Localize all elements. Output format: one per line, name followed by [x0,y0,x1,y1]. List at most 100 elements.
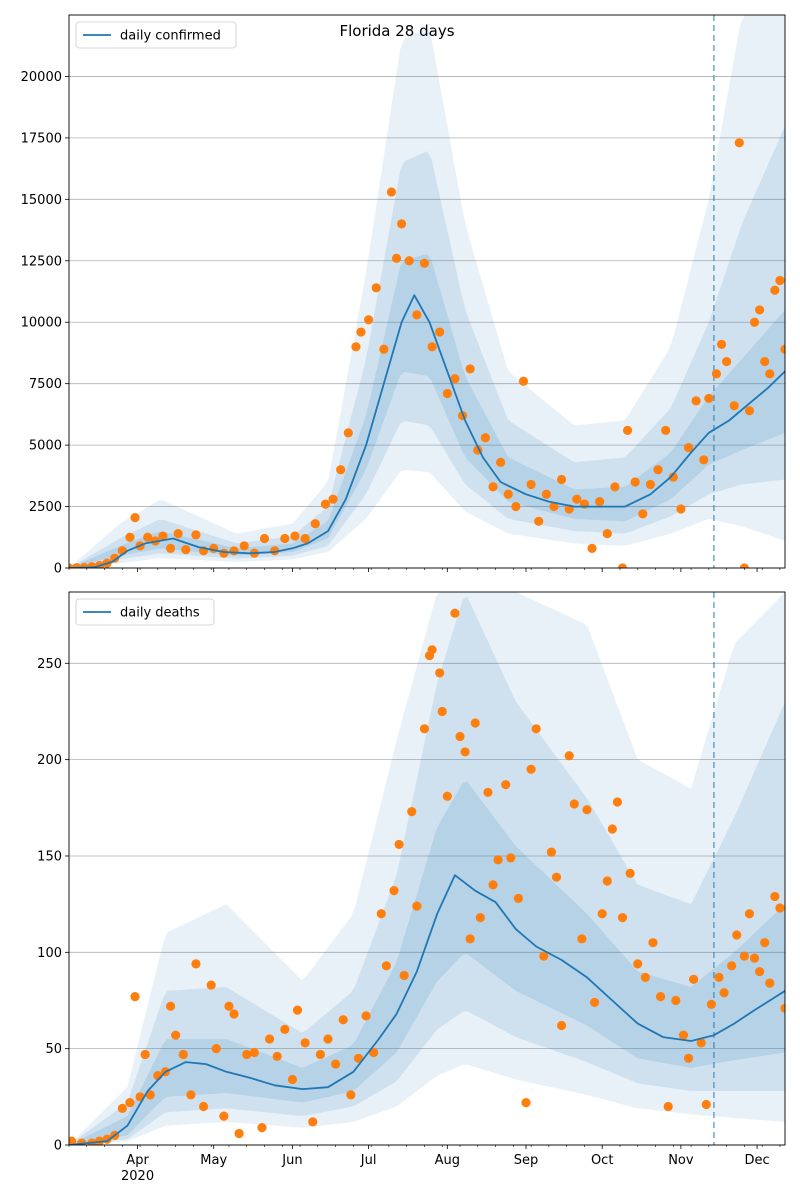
y-tick-label: 250 [37,657,62,672]
data-point [72,563,82,568]
data-point [518,376,529,386]
data-point [755,966,765,977]
data-point [470,718,480,728]
data-point [234,1128,244,1139]
data-point [364,315,374,325]
data-point [211,1044,221,1054]
median-line [69,294,785,568]
data-point [719,988,729,998]
data-point [140,1049,150,1060]
data-point [369,1047,379,1058]
data-point [110,553,120,563]
data-point [361,1011,371,1021]
data-point [264,1034,275,1044]
data-point [587,543,597,553]
data-point [186,1090,196,1100]
data-point [280,533,290,544]
data-point [280,1024,290,1034]
plot-area [69,15,785,568]
data-point [640,972,650,982]
data-point [612,797,623,807]
data-point [617,913,628,923]
legend-box [75,21,237,49]
data-point [257,1123,267,1133]
y-tick-label: 12500 [21,254,62,269]
data-point [645,479,656,490]
data-point [513,893,524,903]
data-point [617,563,628,568]
data-point [556,1020,567,1031]
data-point [749,317,760,327]
data-point [229,546,239,556]
data-point [480,433,490,443]
data-point [691,396,701,406]
data-point [625,868,635,878]
data-point [455,731,465,742]
data-point [775,275,785,286]
data-point [191,959,201,969]
data-point [290,531,300,541]
data-point [569,799,579,809]
data-point [219,1111,229,1121]
x-tick-label: Nov [668,1153,694,1168]
data-point [315,1049,325,1060]
data-point [501,780,511,790]
x-tick-label: Oct [591,1153,613,1168]
data-point [475,913,485,923]
data-point [648,938,658,948]
data-point [732,930,742,940]
data-point [229,1009,239,1019]
data-point [320,499,331,509]
data-point [379,344,389,354]
data-point [729,401,739,411]
data-point [671,995,681,1006]
data-point [696,1038,706,1048]
data-point [683,1053,694,1063]
data-point [739,563,749,568]
data-point [272,1051,282,1061]
data-point [173,528,183,539]
data-point [117,1103,127,1113]
data-point [391,253,402,263]
data-point [676,504,686,514]
data-point [435,668,445,678]
data-point [181,544,191,555]
data-point [165,543,176,553]
data-point [722,356,732,367]
data-point [683,442,694,453]
data-point [386,187,397,197]
data-point [780,1003,785,1013]
legend-label: daily confirmed [120,29,221,44]
data-point [706,999,716,1009]
data-point [539,951,549,961]
data-point [224,1001,234,1011]
data-point [744,909,755,919]
data-point [336,465,346,475]
data-point [450,608,460,618]
x-tick-label: Apr [126,1153,149,1168]
data-point [125,1098,135,1108]
data-point [125,532,135,542]
legend: daily confirmed [75,21,237,49]
data-point [765,978,775,988]
legend-label: daily deaths [120,606,200,621]
y-tick-label: 0 [54,562,62,577]
x-tick-label: Jun [281,1153,302,1168]
data-point [534,516,544,526]
data-point [465,364,475,374]
data-point [503,489,513,499]
data-point [292,1005,303,1015]
data-point [610,482,620,492]
data-point [589,997,600,1008]
data-point [755,305,765,315]
data-point [198,1101,209,1112]
data-point [526,479,536,490]
data-point [483,787,493,797]
y-tick-label: 2500 [29,500,62,515]
y-tick-label: 5000 [29,439,62,454]
data-point [678,1030,689,1040]
data-point [711,369,722,379]
data-point [206,980,216,990]
data-point [460,747,470,757]
legend: daily deaths [75,598,215,626]
